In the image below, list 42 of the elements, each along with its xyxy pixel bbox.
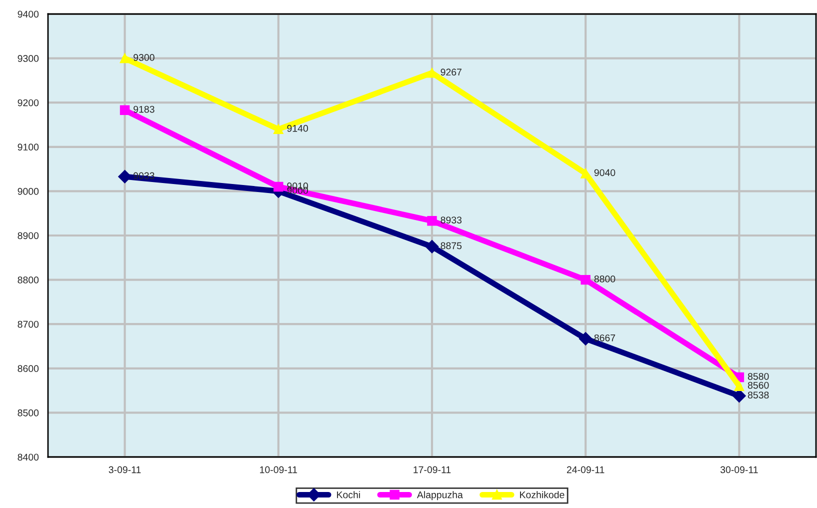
y-tick-label: 9100 — [18, 144, 39, 151]
point — [579, 332, 592, 346]
point — [274, 124, 284, 134]
legend-label: Kochi — [337, 491, 360, 498]
data-label: 9183 — [134, 106, 154, 113]
y-tick-label: 8700 — [18, 320, 39, 328]
point — [120, 105, 130, 115]
y-tick-label: 8500 — [18, 409, 39, 416]
point — [425, 240, 439, 254]
data-label: 8538 — [748, 392, 769, 398]
data-label: 8560 — [748, 382, 769, 389]
data-label: 8667 — [594, 334, 616, 342]
data-label: 8933 — [440, 216, 462, 224]
y-tick-label: 8400 — [18, 454, 39, 461]
data-label: 9040 — [594, 169, 616, 176]
point — [120, 53, 130, 64]
data-label: 9267 — [440, 68, 462, 76]
y-tick-label: 9400 — [18, 10, 39, 18]
y-tick-label: 8600 — [18, 365, 39, 372]
point — [734, 381, 744, 391]
data-label: 8800 — [594, 276, 616, 282]
x-tick-label: 24-09-11 — [566, 466, 604, 474]
data-label: 9300 — [134, 54, 154, 61]
data-label: 8580 — [748, 372, 769, 380]
y-tick-label: 9200 — [18, 99, 39, 106]
point — [118, 170, 132, 184]
y-tick-label: 9000 — [18, 188, 39, 195]
legend-label: Alappuzha — [416, 491, 463, 500]
point — [732, 389, 746, 402]
x-tick-label: 10-09-11 — [260, 466, 298, 474]
y-tick-label: 8900 — [18, 232, 39, 240]
legend-label: Kozhikode — [520, 491, 564, 498]
y-tick-label: 9300 — [18, 55, 39, 62]
data-label: 8875 — [440, 242, 462, 250]
point — [427, 216, 437, 226]
y-tick-label: 8800 — [18, 276, 39, 284]
x-tick-label: 17-09-11 — [414, 466, 451, 474]
x-tick-label: 3-09-11 — [108, 466, 141, 474]
point — [580, 274, 590, 285]
data-label: 9140 — [287, 124, 308, 132]
point — [274, 182, 284, 192]
x-tick-label: 30-09-11 — [720, 466, 758, 474]
